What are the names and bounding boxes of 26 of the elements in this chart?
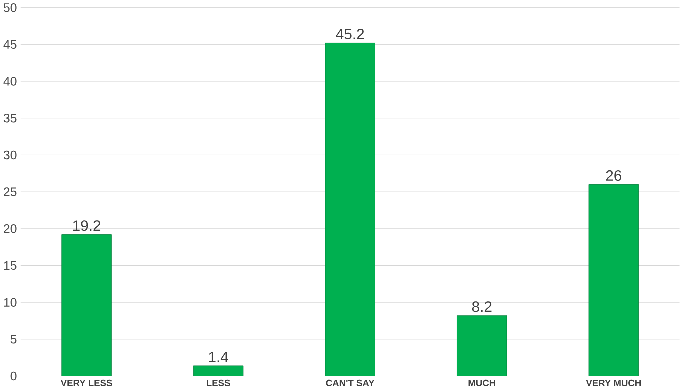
data-label: 19.2 — [73, 220, 101, 232]
bar — [457, 316, 508, 376]
bar — [588, 184, 640, 376]
y-tick-label: 45 — [4, 40, 17, 50]
data-label: 1.4 — [209, 352, 228, 362]
data-label: 45.2 — [336, 29, 364, 40]
x-tick-label: CAN'T SAY — [326, 380, 375, 387]
y-tick-label: 0 — [10, 372, 17, 381]
x-tick-label: VERY LESS — [60, 380, 112, 387]
data-label: 26 — [606, 170, 622, 182]
y-tick-label: 10 — [4, 298, 17, 307]
y-tick-label: 40 — [4, 77, 17, 86]
y-tick-label: 5 — [10, 335, 17, 344]
y-tick-label: 25 — [4, 188, 17, 196]
y-tick-label: 50 — [4, 3, 17, 12]
x-tick-label: LESS — [207, 380, 230, 387]
x-tick-label: MUCH — [468, 380, 496, 387]
data-label: 8.2 — [472, 302, 492, 312]
y-tick-label: 20 — [4, 224, 17, 234]
y-tick-label: 15 — [4, 261, 17, 270]
y-tick-label: 35 — [4, 114, 17, 123]
y-tick-label: 30 — [4, 150, 17, 160]
bar — [193, 366, 244, 376]
x-tick-label: VERY MUCH — [586, 380, 642, 387]
bar — [62, 234, 112, 376]
bar — [325, 43, 376, 376]
